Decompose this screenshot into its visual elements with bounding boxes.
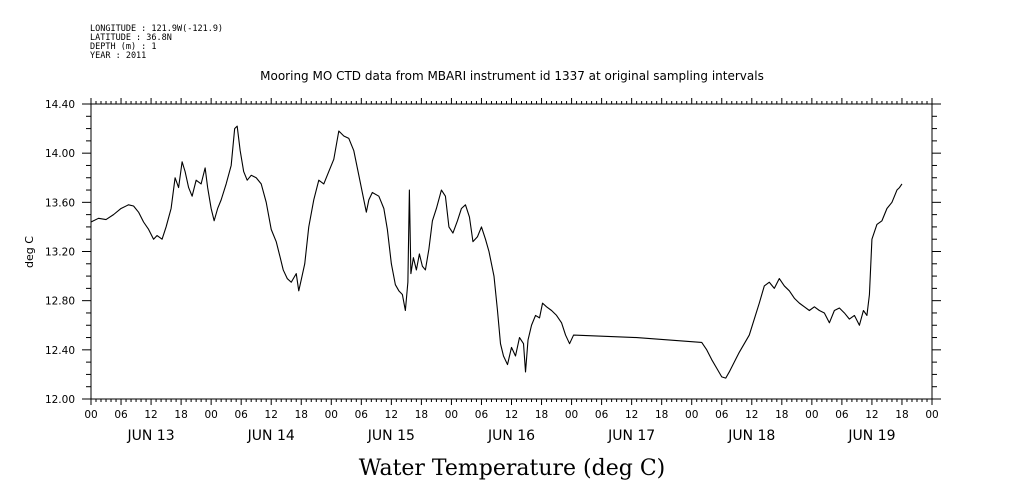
chart-title: Mooring MO CTD data from MBARI instrumen… [260,69,764,83]
x-tick-label: 12 [385,409,398,421]
day-label: JUN 19 [847,428,895,444]
y-tick-label: 14.40 [45,99,75,111]
x-tick-label: 06 [355,409,369,421]
x-tick-label: 18 [415,409,428,421]
x-tick-label: 12 [745,409,758,421]
x-tick-label: 12 [865,409,878,421]
y-tick-label: 12.40 [45,345,75,357]
info-line: LONGITUDE : 121.9W(-121.9) [90,24,223,34]
x-tick-label: 00 [204,409,217,421]
y-axis-label: deg C [23,236,36,268]
day-label: JUN 17 [607,428,655,444]
x-tick-label: 06 [715,409,729,421]
x-tick-label: 06 [114,409,128,421]
day-label: JUN 14 [247,428,295,444]
y-tick-label: 13.20 [45,247,75,259]
temperature-series-line [90,125,903,379]
y-tick-label: 12.00 [45,394,75,406]
y-tick-labels: 12.00 12.40 12.80 13.20 13.60 14.00 14.40 [45,99,75,406]
x-tick-label: 12 [505,409,518,421]
info-line: LATITUDE : 36.8N [90,33,172,43]
day-label: JUN 13 [127,428,175,444]
x-tick-label: 18 [895,409,908,421]
x-tick-label: 18 [535,409,548,421]
info-line: DEPTH (m) : 1 [90,42,157,52]
y-tick-label: 13.60 [45,197,75,209]
day-label: JUN 15 [367,428,415,444]
x-tick-label: 06 [835,409,849,421]
metadata-block: LONGITUDE : 121.9W(-121.9) LATITUDE : 36… [90,24,223,61]
x-tick-label: 06 [595,409,609,421]
info-line: YEAR : 2011 [90,51,146,61]
x-tick-label: 18 [775,409,788,421]
y-tick-label: 14.00 [45,148,75,160]
day-label: JUN 16 [487,428,535,444]
series-group [90,125,903,379]
x-tick-label: 12 [625,409,638,421]
day-labels: JUN 13 JUN 14 JUN 15 JUN 16 JUN 17 JUN 18 JUN … [127,428,896,444]
x-tick-labels: 00 06 12 18 00 06 12 18 00 06 12 18 00 06 12 18 00 06 12 18… [84,409,938,421]
x-tick-label: 06 [475,409,489,421]
x-tick-label: 00 [925,409,938,421]
x-tick-label: 18 [174,409,187,421]
x-axis-label: Water Temperature (deg C) [359,456,666,481]
y-tick-label: 12.80 [45,296,75,308]
x-tick-label: 18 [655,409,668,421]
x-tick-label: 00 [685,409,698,421]
day-label: JUN 18 [727,428,775,444]
x-tick-label: 00 [84,409,97,421]
x-tick-label: 00 [325,409,338,421]
x-tick-label: 06 [234,409,248,421]
plot-frame [90,103,933,400]
x-tick-label: 12 [144,409,157,421]
axis-ticks [82,98,941,405]
x-tick-label: 00 [565,409,578,421]
x-tick-label: 18 [295,409,308,421]
x-tick-label: 00 [805,409,818,421]
x-tick-label: 00 [445,409,458,421]
x-tick-label: 12 [265,409,278,421]
